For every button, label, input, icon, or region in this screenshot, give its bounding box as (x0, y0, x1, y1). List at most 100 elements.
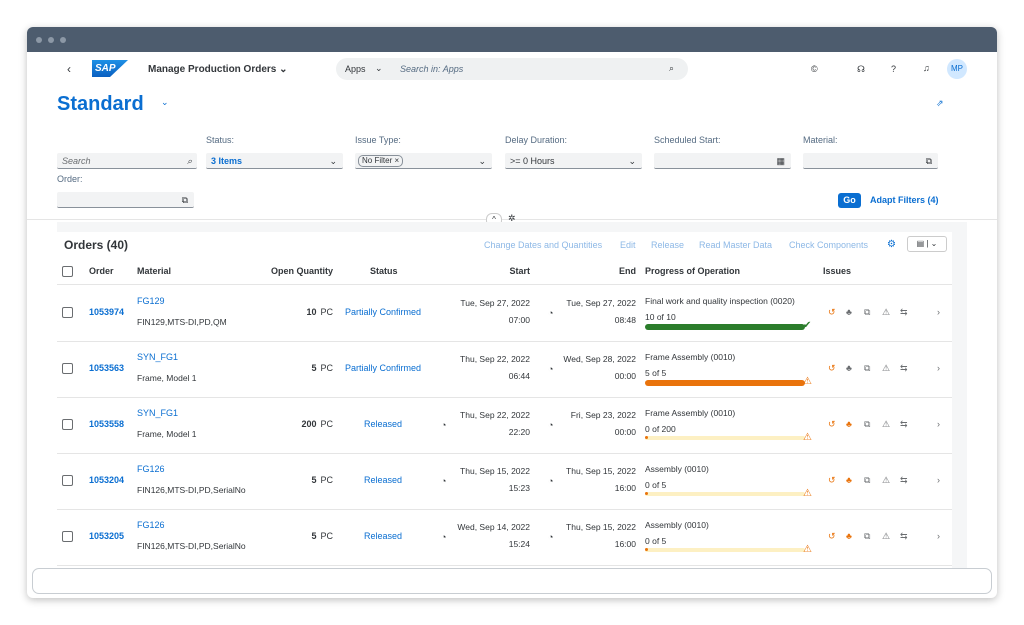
toolbar-action[interactable]: Change Dates and Quantities (484, 240, 603, 250)
export-menu[interactable]: ▤ | ⌄ (907, 236, 947, 252)
share-icon[interactable]: ⇗ (936, 98, 944, 108)
status[interactable]: Partially Confirmed (344, 363, 422, 373)
filter-input[interactable]: 3 Items ⌄ (206, 153, 343, 169)
filter-input[interactable]: No Filter × ⌄ (355, 153, 492, 169)
issue-icon[interactable]: ⚠ (882, 531, 891, 541)
avatar[interactable]: MP (947, 59, 967, 79)
row-checkbox[interactable] (62, 307, 73, 318)
table-row[interactable] (57, 285, 952, 342)
row-chevron[interactable]: › (937, 363, 940, 373)
issue-icon[interactable]: ⇆ (900, 363, 908, 373)
issue-icon[interactable]: ↺ (828, 307, 836, 317)
table-row[interactable] (57, 509, 952, 566)
order-number[interactable]: 1053974 (89, 307, 125, 317)
issue-icon[interactable]: ⚠ (882, 419, 891, 429)
issue-icon[interactable]: ⧉ (864, 531, 871, 541)
row-checkbox[interactable] (62, 363, 73, 374)
search-scope[interactable]: Apps (345, 64, 366, 74)
sap-logo[interactable]: SAP (92, 60, 128, 77)
issue-icon[interactable]: ⚠ (882, 475, 891, 485)
issue-icon[interactable]: ♣ (846, 531, 852, 541)
row-checkbox[interactable] (62, 419, 73, 430)
progress-bar (645, 380, 805, 386)
filter-input[interactable]: ⧉ (57, 192, 194, 208)
search-placeholder: Search in: Apps (400, 64, 464, 74)
input-icon[interactable]: ⌄ (329, 156, 337, 166)
issue-icon[interactable]: ♣ (846, 475, 852, 485)
variant-chevron[interactable]: ⌄ (161, 97, 169, 107)
material-text: FIN126,MTS-DI,PD,SerialNo (137, 485, 246, 495)
material-link[interactable]: FG126 (137, 464, 165, 474)
back-button[interactable]: ‹ (67, 62, 71, 76)
material-link[interactable]: FG126 (137, 520, 165, 530)
icon-help-support[interactable]: ☊ (857, 64, 865, 74)
variant-title[interactable]: Standard (57, 93, 144, 115)
toolbar-action[interactable]: Check Components (789, 240, 869, 250)
adapt-filters-button[interactable]: Adapt Filters (4) (870, 195, 939, 205)
input-icon[interactable]: ⌄ (628, 156, 636, 166)
table-row[interactable] (57, 397, 952, 454)
input-icon[interactable]: ⌄ (478, 156, 486, 166)
status[interactable]: Released (363, 419, 403, 429)
issue-icon[interactable]: ⇆ (900, 531, 908, 541)
order-number[interactable]: 1053205 (89, 531, 125, 541)
filter-input[interactable]: ▦ (654, 153, 791, 169)
issue-icon[interactable]: ⧉ (864, 475, 871, 485)
issue-icon[interactable]: ⚠ (882, 363, 891, 373)
row-chevron[interactable]: › (937, 307, 940, 317)
search-icon[interactable]: ⌕ (669, 63, 675, 73)
progress-text: 0 of 200 (645, 424, 676, 434)
settings-icon[interactable]: ⚙ (887, 239, 896, 250)
input-icon[interactable]: ⧉ (925, 156, 932, 166)
issue-icon[interactable]: ↺ (828, 363, 836, 373)
input-icon[interactable]: ▦ (776, 156, 785, 166)
end-date: Thu, Sep 15, 2022 (566, 466, 636, 476)
icon-copilot[interactable]: © (811, 64, 818, 74)
row-chevron[interactable]: › (937, 419, 940, 429)
issue-icon[interactable]: ⧉ (864, 307, 871, 317)
issue-icon[interactable]: ⇆ (900, 419, 908, 429)
row-checkbox[interactable] (62, 531, 73, 542)
issue-icon[interactable]: ♣ (846, 419, 852, 429)
issue-icon[interactable]: ↺ (828, 475, 836, 485)
issue-icon[interactable]: ↺ (828, 531, 836, 541)
header-checkbox[interactable] (62, 266, 73, 277)
table-row[interactable] (57, 453, 952, 510)
status[interactable]: Released (363, 531, 403, 541)
material-link[interactable]: FG129 (137, 296, 165, 306)
filter-input[interactable]: >= 0 Hours ⌄ (505, 153, 642, 169)
issue-icon[interactable]: ⇆ (900, 307, 908, 317)
input-icon[interactable]: ⧉ (181, 195, 188, 205)
toolbar-action[interactable]: Release (651, 240, 685, 250)
pin-header[interactable]: ✲ (508, 213, 516, 223)
status[interactable]: Partially Confirmed (344, 307, 422, 317)
go-button[interactable]: Go (838, 193, 861, 208)
row-chevron[interactable]: › (937, 531, 940, 541)
row-chevron[interactable]: › (937, 475, 940, 485)
app-title[interactable]: Manage Production Orders ⌄ (148, 64, 288, 75)
issue-icon[interactable]: ♣ (846, 363, 852, 373)
table-row[interactable] (57, 341, 952, 398)
material-link[interactable]: SYN_FG1 (137, 352, 179, 362)
issue-icon[interactable]: ⇆ (900, 475, 908, 485)
issue-icon[interactable]: ↺ (828, 419, 836, 429)
row-checkbox[interactable] (62, 475, 73, 486)
order-number[interactable]: 1053558 (89, 419, 125, 429)
filter-search[interactable]: Search ⌕ (57, 153, 197, 169)
toolbar-action[interactable]: Read Master Data (699, 240, 773, 250)
issue-icon[interactable]: ♣ (846, 307, 852, 317)
issue-icon[interactable]: ⧉ (864, 363, 871, 373)
icon-help[interactable]: ? (891, 64, 897, 74)
column-header: Status (370, 266, 398, 276)
column-header: Start (509, 266, 530, 276)
order-number[interactable]: 1053563 (89, 363, 125, 373)
search-field[interactable]: Apps ⌄ Search in: Apps ⌕ (336, 58, 688, 80)
issue-icon[interactable]: ⚠ (882, 307, 891, 317)
filter-input[interactable]: ⧉ (803, 153, 938, 169)
material-link[interactable]: SYN_FG1 (137, 408, 179, 418)
status[interactable]: Released (363, 475, 403, 485)
toolbar-action[interactable]: Edit (620, 240, 636, 250)
issue-icon[interactable]: ⧉ (864, 419, 871, 429)
icon-notifications[interactable]: ♫ (923, 63, 930, 73)
order-number[interactable]: 1053204 (89, 475, 125, 485)
